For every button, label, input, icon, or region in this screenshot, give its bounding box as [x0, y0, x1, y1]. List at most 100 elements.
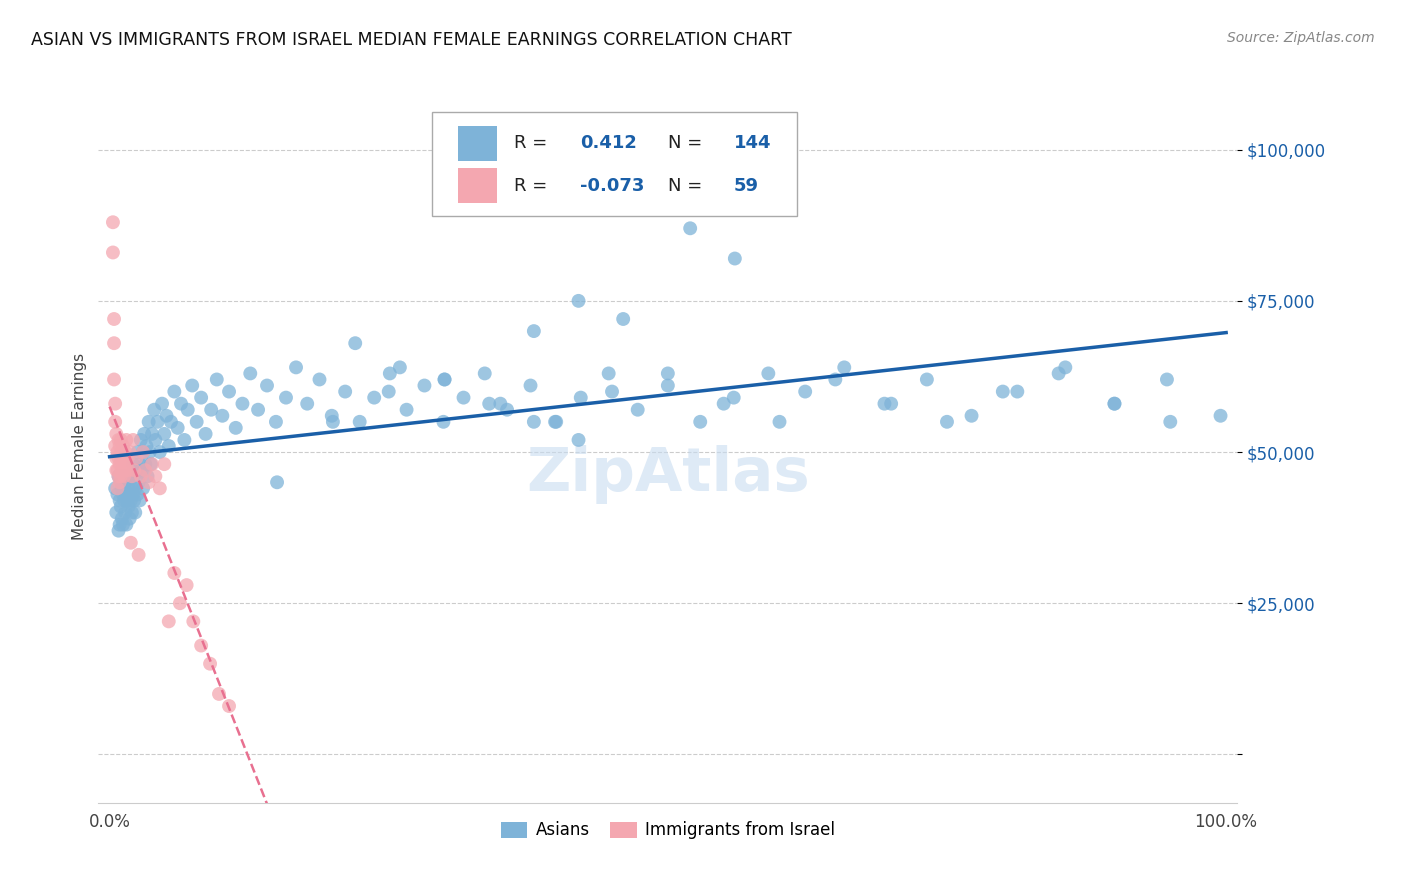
Point [153, 426, 176, 441]
Point [132, 481, 155, 495]
Point [107, 433, 129, 447]
Point [107, 445, 129, 459]
Text: ASIAN VS IMMIGRANTS FROM ISRAEL MEDIAN FEMALE EARNINGS CORRELATION CHART: ASIAN VS IMMIGRANTS FROM ISRAEL MEDIAN F… [31, 31, 792, 49]
Point [190, 639, 212, 653]
Point [111, 439, 134, 453]
Point [453, 391, 475, 405]
Point [129, 433, 152, 447]
Text: -0.073: -0.073 [581, 177, 644, 194]
Point [117, 493, 139, 508]
Text: Source: ZipAtlas.com: Source: ZipAtlas.com [1227, 31, 1375, 45]
Point [122, 433, 145, 447]
Point [768, 415, 790, 429]
Point [960, 409, 983, 423]
Point [120, 493, 142, 508]
Point [141, 457, 163, 471]
Point [1054, 360, 1077, 375]
Point [344, 336, 367, 351]
Point [496, 402, 519, 417]
Point [157, 439, 180, 453]
Point [114, 445, 136, 459]
Point [523, 324, 546, 338]
Point [177, 402, 200, 417]
Point [104, 415, 127, 429]
Point [125, 463, 148, 477]
Point [125, 451, 148, 466]
Point [395, 402, 418, 417]
Point [114, 506, 136, 520]
Point [544, 415, 567, 429]
Point [128, 548, 150, 562]
Point [218, 699, 240, 714]
Point [120, 469, 142, 483]
Point [569, 391, 592, 405]
Point [478, 397, 501, 411]
Point [208, 687, 231, 701]
Point [115, 457, 138, 471]
Point [183, 615, 205, 629]
Point [190, 391, 212, 405]
Point [117, 463, 139, 477]
Point [157, 615, 180, 629]
Point [1159, 415, 1181, 429]
Point [266, 475, 288, 490]
Point [105, 451, 128, 466]
Point [122, 487, 145, 501]
Point [103, 336, 125, 351]
Point [155, 409, 177, 423]
Point [107, 451, 129, 466]
Point [112, 469, 135, 483]
Point [598, 367, 620, 381]
Point [107, 469, 129, 483]
Point [134, 426, 156, 441]
Point [103, 312, 125, 326]
Point [114, 463, 136, 477]
Point [321, 409, 343, 423]
Point [225, 421, 247, 435]
Point [111, 517, 134, 532]
Point [108, 475, 131, 490]
Point [794, 384, 817, 399]
Point [146, 415, 169, 429]
Point [128, 457, 150, 471]
Point [117, 469, 139, 483]
Point [824, 372, 846, 386]
Point [657, 378, 679, 392]
Point [110, 433, 132, 447]
Point [153, 457, 176, 471]
Point [135, 439, 157, 453]
Point [915, 372, 938, 386]
Point [107, 463, 129, 477]
Point [880, 397, 903, 411]
Point [115, 517, 138, 532]
Point [136, 469, 159, 483]
Point [110, 475, 132, 490]
Point [170, 397, 193, 411]
Point [519, 378, 541, 392]
Point [139, 445, 162, 459]
Point [713, 397, 735, 411]
Point [104, 439, 127, 453]
Point [186, 415, 208, 429]
Point [108, 517, 131, 532]
Point [134, 463, 156, 477]
Point [274, 391, 297, 405]
Point [111, 445, 134, 459]
Text: N =: N = [668, 135, 702, 153]
Point [128, 493, 150, 508]
Point [433, 372, 456, 386]
Point [141, 426, 163, 441]
Point [127, 487, 149, 501]
Point [149, 481, 172, 495]
Point [139, 457, 162, 471]
Point [112, 451, 135, 466]
Y-axis label: Median Female Earnings: Median Female Earnings [72, 352, 87, 540]
Point [194, 426, 217, 441]
Point [567, 293, 589, 308]
Point [523, 415, 546, 429]
Point [489, 397, 512, 411]
Point [1007, 384, 1029, 399]
Point [239, 367, 262, 381]
Point [105, 426, 128, 441]
Point [723, 391, 745, 405]
